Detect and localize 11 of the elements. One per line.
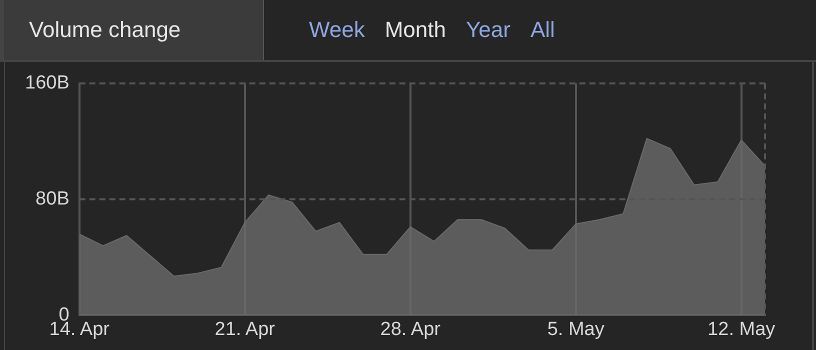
y-tick-label: 80B bbox=[36, 188, 70, 210]
x-tick-label: 5. May bbox=[547, 318, 605, 340]
text: Month bbox=[384, 17, 446, 43]
x-tick-label: 21. Apr bbox=[214, 318, 276, 340]
y-tick-label: 160B bbox=[25, 72, 70, 94]
chart-title: Volume change bbox=[4, 0, 264, 60]
text: Year bbox=[466, 17, 510, 43]
x-tick-label: 12. May bbox=[708, 318, 776, 340]
text: Week bbox=[309, 17, 365, 43]
x-tick-label: 28. Apr bbox=[380, 318, 442, 340]
text: All bbox=[530, 17, 555, 43]
